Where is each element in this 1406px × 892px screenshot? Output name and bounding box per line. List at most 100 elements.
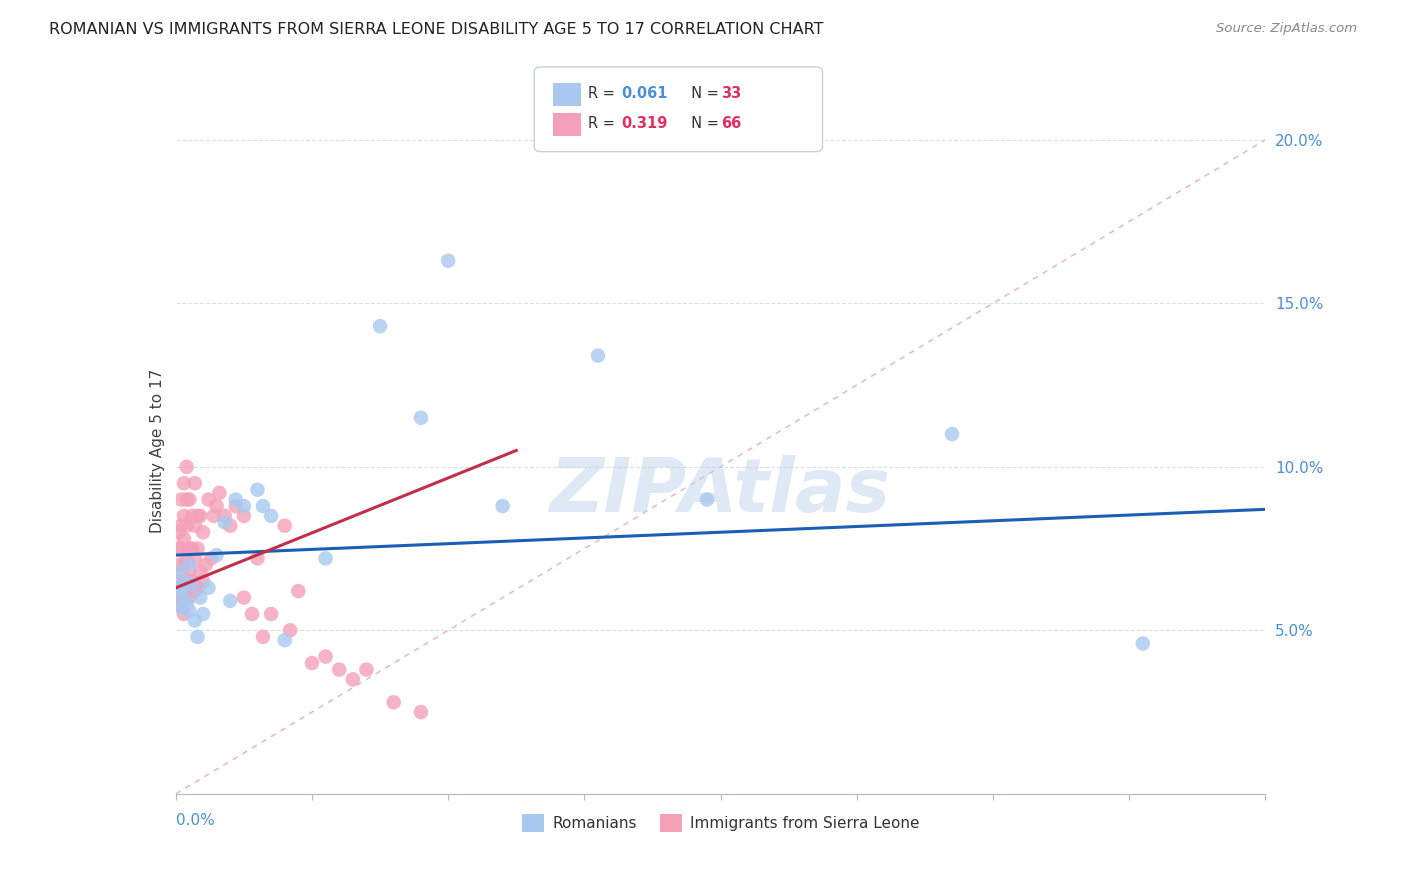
Point [167, 541, 190, 556]
Point [186, 541, 209, 556]
Point [194, 558, 217, 572]
Point [232, 499, 254, 513]
Point [170, 597, 193, 611]
Point [167, 584, 190, 599]
Point [315, 649, 337, 664]
Point [170, 581, 193, 595]
Point [696, 492, 718, 507]
Point [179, 541, 201, 556]
Point [179, 604, 201, 618]
Text: ROMANIAN VS IMMIGRANTS FROM SIERRA LEONE DISABILITY AGE 5 TO 17 CORRELATION CHAR: ROMANIAN VS IMMIGRANTS FROM SIERRA LEONE… [49, 22, 824, 37]
Text: 33: 33 [721, 87, 741, 101]
Point [179, 591, 201, 605]
Point [173, 591, 195, 605]
Point [176, 597, 198, 611]
Point [184, 551, 207, 566]
Point [342, 673, 364, 687]
Point [181, 574, 204, 589]
Point [252, 630, 274, 644]
Point [492, 499, 515, 513]
Point [170, 518, 193, 533]
Text: Source: ZipAtlas.com: Source: ZipAtlas.com [1216, 22, 1357, 36]
Point [232, 508, 254, 523]
Text: R =: R = [588, 87, 619, 101]
Point [167, 574, 190, 589]
Point [274, 633, 297, 648]
Point [1132, 636, 1154, 650]
Point [188, 565, 211, 579]
Point [170, 565, 193, 579]
Point [246, 551, 269, 566]
Point [205, 548, 228, 562]
Point [167, 591, 190, 605]
Point [382, 695, 405, 709]
Point [179, 492, 201, 507]
Point [176, 574, 198, 589]
Point [356, 663, 378, 677]
Point [167, 558, 190, 572]
Point [173, 508, 195, 523]
Point [173, 574, 195, 589]
Point [176, 551, 198, 566]
Point [184, 518, 207, 533]
Text: 66: 66 [721, 117, 741, 131]
Point [437, 253, 460, 268]
Point [184, 614, 207, 628]
Point [184, 476, 207, 491]
Text: N =: N = [682, 117, 724, 131]
Point [328, 663, 350, 677]
Point [170, 600, 193, 615]
Point [173, 558, 195, 572]
Text: ZIPAtlas: ZIPAtlas [550, 455, 891, 528]
Point [409, 705, 432, 719]
Point [170, 541, 193, 556]
Point [170, 492, 193, 507]
Text: 0.061: 0.061 [621, 87, 668, 101]
Point [188, 508, 211, 523]
Point [586, 349, 609, 363]
Point [252, 499, 274, 513]
Point [181, 541, 204, 556]
Point [274, 518, 297, 533]
Text: R =: R = [588, 117, 619, 131]
Text: 0.0%: 0.0% [176, 814, 215, 828]
Point [176, 459, 198, 474]
Point [176, 492, 198, 507]
Point [173, 607, 195, 621]
Legend: Romanians, Immigrants from Sierra Leone: Romanians, Immigrants from Sierra Leone [516, 808, 925, 838]
Point [278, 624, 301, 638]
Point [240, 607, 263, 621]
Point [214, 516, 236, 530]
Point [191, 607, 214, 621]
Point [225, 499, 247, 513]
Point [202, 508, 225, 523]
Point [167, 565, 190, 579]
Point [188, 591, 211, 605]
Point [219, 518, 242, 533]
Point [179, 565, 201, 579]
Text: 0.319: 0.319 [621, 117, 668, 131]
Point [181, 508, 204, 523]
Point [186, 508, 209, 523]
Point [287, 584, 309, 599]
Point [179, 558, 201, 572]
Point [246, 483, 269, 497]
Point [181, 577, 204, 591]
Point [197, 581, 219, 595]
Point [315, 551, 337, 566]
Point [301, 656, 323, 670]
Point [173, 532, 195, 546]
Y-axis label: Disability Age 5 to 17: Disability Age 5 to 17 [149, 368, 165, 533]
Point [941, 427, 963, 442]
Point [219, 594, 242, 608]
Point [260, 607, 283, 621]
Point [186, 581, 209, 595]
Point [197, 492, 219, 507]
Point [260, 508, 283, 523]
Point [200, 551, 222, 566]
Point [184, 584, 207, 599]
Point [186, 630, 209, 644]
Point [208, 486, 231, 500]
Point [214, 508, 236, 523]
Text: N =: N = [682, 87, 724, 101]
